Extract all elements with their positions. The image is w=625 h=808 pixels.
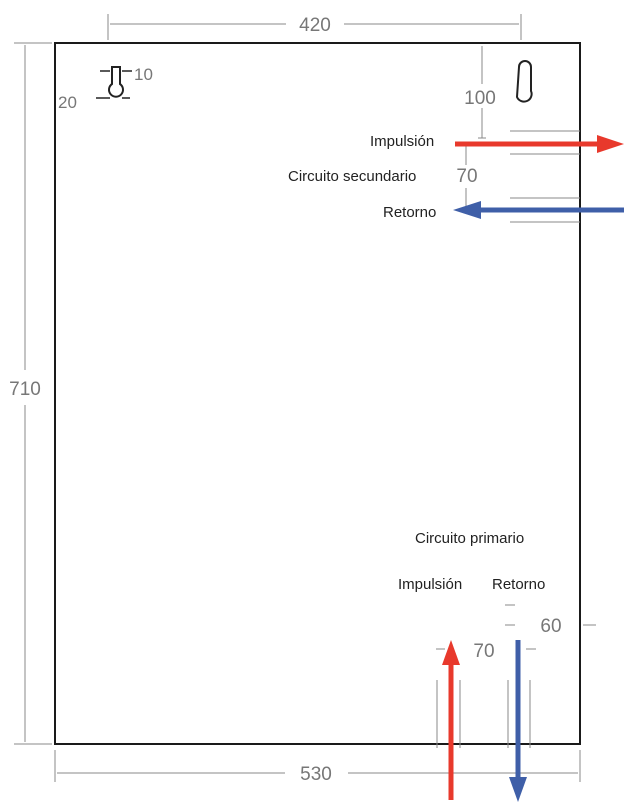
unit-outline xyxy=(54,42,581,745)
keyhole-icon xyxy=(515,60,533,103)
keyhole-width-value: 10 xyxy=(134,65,153,84)
right-offset-value: 60 xyxy=(540,616,561,637)
primary-supply-label: Impulsión xyxy=(398,576,462,593)
secondary-spacing-dimension xyxy=(465,130,580,223)
bottom-width-dimension xyxy=(54,750,581,782)
top-offset-dimension xyxy=(478,46,486,139)
primary-spacing-value: 70 xyxy=(473,641,494,662)
top-width-value: 420 xyxy=(299,15,331,36)
bottom-width-value: 530 xyxy=(300,764,332,785)
height-value: 710 xyxy=(9,379,41,400)
primary-spacing-dimension xyxy=(436,648,536,748)
keyhole-icon xyxy=(108,66,124,98)
keyhole-height-value: 20 xyxy=(58,93,77,112)
secondary-return-arrow xyxy=(453,201,624,219)
primary-circuit-title: Circuito primario xyxy=(415,530,524,547)
secondary-supply-label: Impulsión xyxy=(370,133,434,150)
secondary-return-label: Retorno xyxy=(383,204,436,221)
secondary-supply-arrow xyxy=(455,135,624,153)
keyhole-dimension-lines xyxy=(96,70,132,99)
primary-supply-arrow xyxy=(442,640,460,800)
top-offset-value: 100 xyxy=(464,88,496,109)
primary-return-arrow xyxy=(509,640,527,802)
secondary-spacing-value: 70 xyxy=(456,166,477,187)
secondary-circuit-title: Circuito secundario xyxy=(288,168,416,185)
top-width-dimension xyxy=(107,14,522,40)
height-dimension xyxy=(14,42,52,745)
primary-return-label: Retorno xyxy=(492,576,545,593)
right-offset-dimension xyxy=(505,604,596,626)
